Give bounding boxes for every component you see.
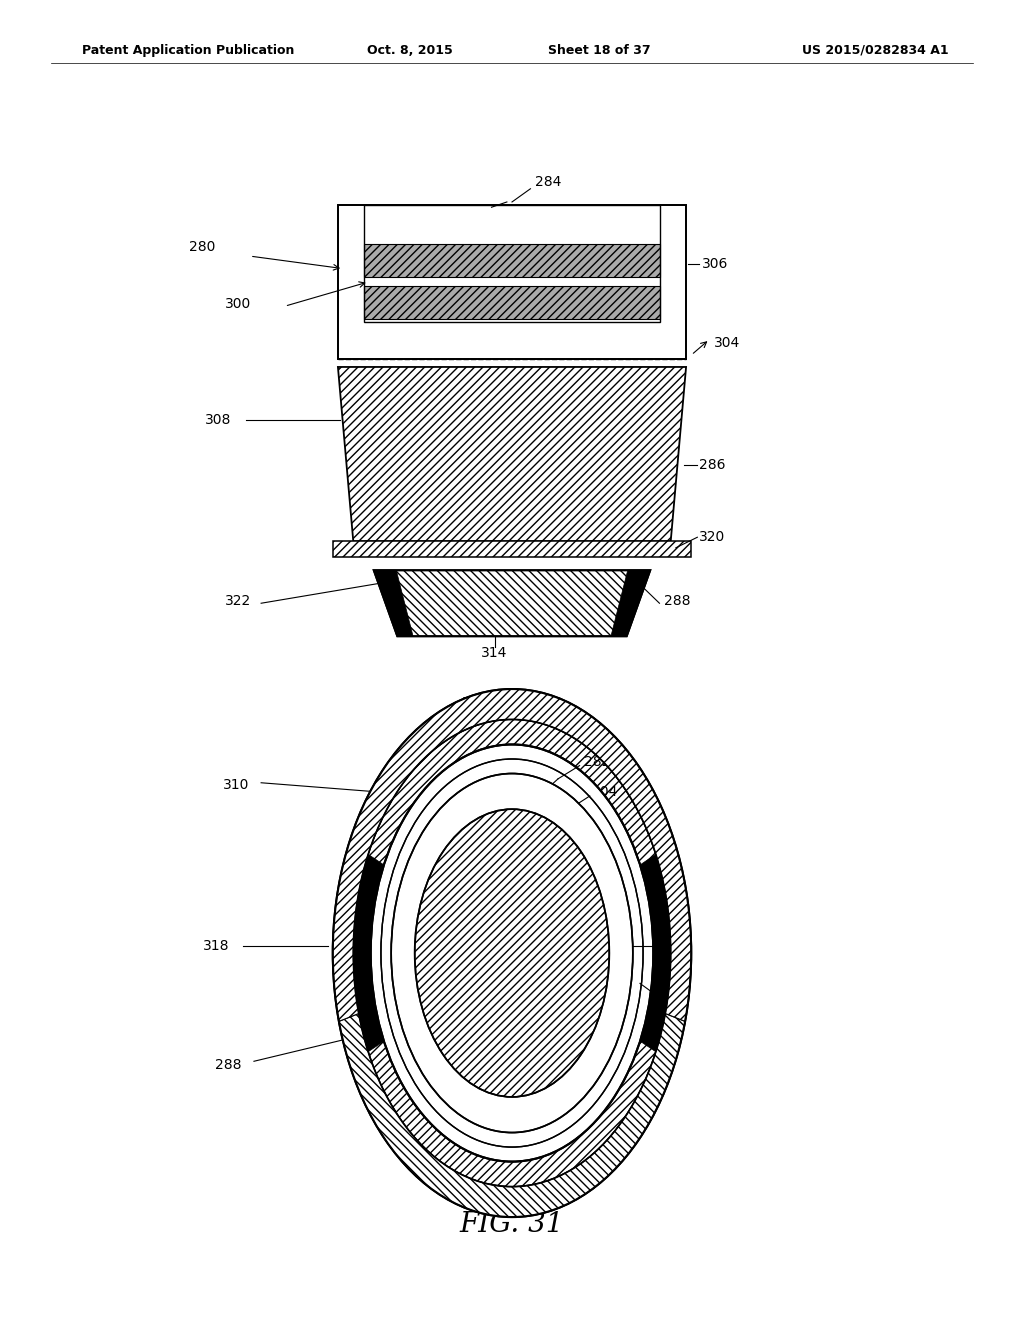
Text: 282: 282 [584, 1069, 610, 1082]
Text: US 2015/0282834 A1: US 2015/0282834 A1 [802, 44, 949, 57]
Text: 304: 304 [714, 337, 740, 350]
Ellipse shape [371, 744, 653, 1162]
Ellipse shape [333, 689, 691, 1217]
Polygon shape [374, 570, 650, 636]
Ellipse shape [391, 774, 633, 1133]
Text: Patent Application Publication: Patent Application Publication [82, 44, 294, 57]
Bar [364, 205, 660, 322]
Bar [364, 277, 660, 286]
Text: FIG. 30: FIG. 30 [460, 697, 564, 723]
Bar [364, 205, 660, 322]
Text: 306: 306 [701, 257, 728, 271]
Ellipse shape [415, 809, 609, 1097]
Text: 318: 318 [655, 940, 682, 953]
Text: Oct. 8, 2015: Oct. 8, 2015 [367, 44, 453, 57]
Polygon shape [374, 570, 413, 636]
Text: 320: 320 [699, 531, 726, 544]
Bar [338, 205, 686, 359]
Text: Sheet 18 of 37: Sheet 18 of 37 [548, 44, 650, 57]
Text: 288: 288 [215, 1059, 242, 1072]
Text: 280: 280 [189, 240, 216, 253]
Text: 282: 282 [584, 755, 610, 768]
Polygon shape [339, 1014, 685, 1217]
Text: 310: 310 [658, 993, 685, 1006]
Text: 288: 288 [664, 594, 690, 607]
Text: 286: 286 [699, 458, 726, 471]
Text: 310: 310 [223, 779, 250, 792]
Polygon shape [611, 570, 650, 636]
Text: 308: 308 [205, 413, 231, 426]
Bar [364, 286, 660, 319]
Polygon shape [338, 367, 686, 541]
Text: 318: 318 [203, 940, 229, 953]
Text: FIG. 31: FIG. 31 [460, 1212, 564, 1238]
Polygon shape [353, 854, 384, 1052]
Text: 300: 300 [225, 297, 252, 310]
Text: 284: 284 [535, 176, 561, 189]
Bar [338, 205, 686, 359]
Polygon shape [333, 689, 691, 1022]
Bar [338, 205, 686, 359]
Ellipse shape [381, 759, 643, 1147]
Bar [364, 205, 660, 244]
Text: 104: 104 [592, 785, 618, 799]
Bar [364, 244, 660, 277]
Text: 322: 322 [225, 594, 252, 607]
Polygon shape [374, 570, 650, 636]
Ellipse shape [353, 719, 671, 1187]
Polygon shape [640, 854, 671, 1052]
Text: 314: 314 [481, 647, 508, 660]
Bar [333, 541, 691, 557]
